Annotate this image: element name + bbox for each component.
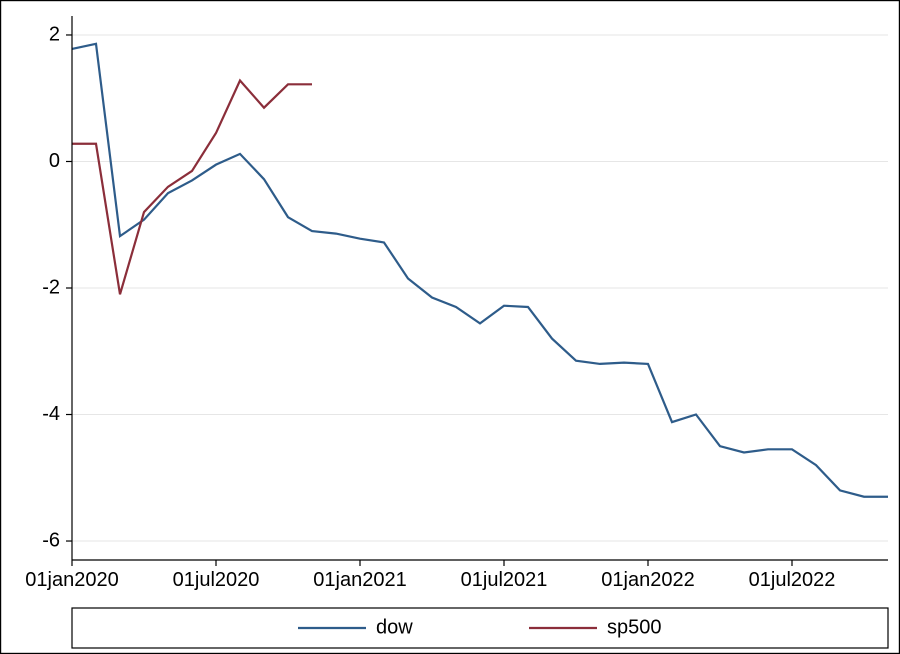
y-tick-label: 2 — [49, 23, 60, 45]
x-tick-label: 01jul2021 — [461, 569, 548, 591]
chart-svg: -6 -4 -2 0 2 01jan2020 01jul2020 01jan2021 01jul… — [0, 0, 900, 654]
x-tick-label: 01jul2020 — [173, 569, 260, 591]
line-chart: -6 -4 -2 0 2 01jan2020 01jul2020 01jan2021 01jul… — [0, 0, 900, 654]
x-tick-label: 01jul2022 — [749, 569, 836, 591]
legend-label-sp500: sp500 — [607, 616, 662, 638]
y-tick-label: -6 — [42, 529, 60, 551]
x-tick-label: 01jan2021 — [313, 569, 406, 591]
x-tick-label: 01jan2022 — [601, 569, 694, 591]
legend-label-dow: dow — [376, 616, 413, 638]
y-tick-label: 0 — [49, 150, 60, 172]
x-tick-label: 01jan2020 — [25, 569, 118, 591]
y-tick-label: -4 — [42, 403, 60, 425]
y-tick-label: -2 — [42, 276, 60, 298]
